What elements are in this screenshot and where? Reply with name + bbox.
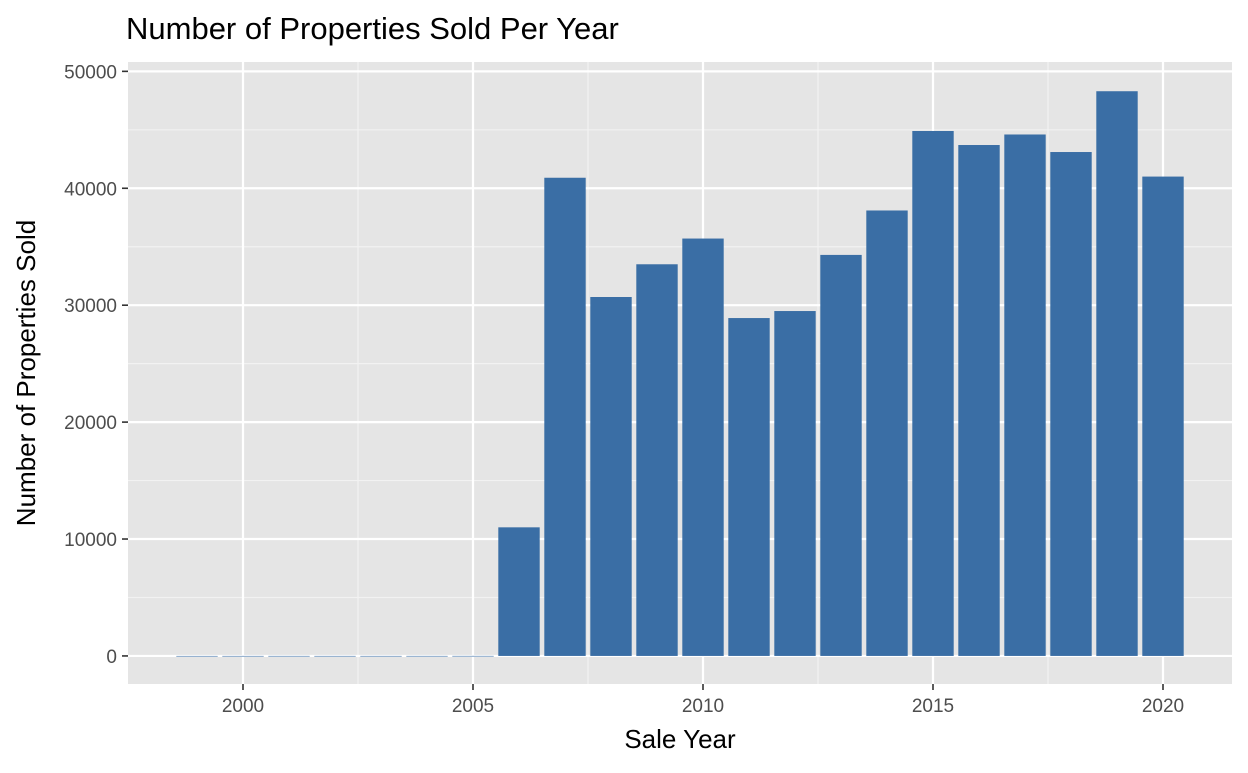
bar-2014	[866, 210, 908, 656]
bar-1999	[176, 655, 218, 657]
bar-2015	[912, 130, 954, 656]
x-axis-ticks: 2000 2005 2010 2015 2020	[222, 684, 1184, 717]
x-tick-label: 2020	[1142, 696, 1184, 717]
bar-2017	[1004, 134, 1046, 656]
bar-2005	[452, 655, 494, 657]
x-tick-label: 2005	[452, 696, 494, 717]
chart-title: Number of Properties Sold Per Year	[126, 11, 619, 46]
y-tick-label: 50000	[64, 62, 117, 83]
y-tick-label: 40000	[64, 179, 117, 200]
bar-2000	[222, 655, 264, 657]
bar-2011	[728, 318, 770, 656]
bar-2018	[1050, 152, 1092, 656]
bar-2008	[590, 297, 632, 656]
x-tick-label: 2010	[682, 696, 724, 717]
bar-2013	[820, 254, 862, 656]
bar-2002	[314, 655, 356, 657]
bar-2019	[1096, 91, 1138, 656]
minor-gridlines	[128, 62, 1232, 684]
x-tick-label: 2000	[222, 696, 264, 717]
y-tick-label: 20000	[64, 413, 117, 434]
bar-2006	[498, 527, 540, 656]
bar-2009	[636, 264, 678, 656]
y-tick-label: 0	[106, 647, 117, 668]
major-gridlines	[128, 62, 1232, 684]
bar-2012	[774, 311, 816, 656]
bar-2010	[682, 238, 724, 656]
x-axis-title: Sale Year	[624, 724, 736, 754]
y-tick-label: 10000	[64, 530, 117, 551]
bar-2007	[544, 177, 586, 656]
y-axis-ticks: 0 10000 20000 30000 40000 50000	[64, 62, 128, 668]
y-axis-title: Number of Properties Sold	[11, 220, 41, 526]
y-tick-label: 30000	[64, 296, 117, 317]
bar-2004	[406, 655, 448, 657]
bar-2016	[958, 145, 1000, 656]
bars	[176, 91, 1184, 657]
bar-2020	[1142, 176, 1184, 656]
bar-2001	[268, 655, 310, 657]
x-tick-label: 2015	[912, 696, 954, 717]
bar-2003	[360, 655, 402, 657]
